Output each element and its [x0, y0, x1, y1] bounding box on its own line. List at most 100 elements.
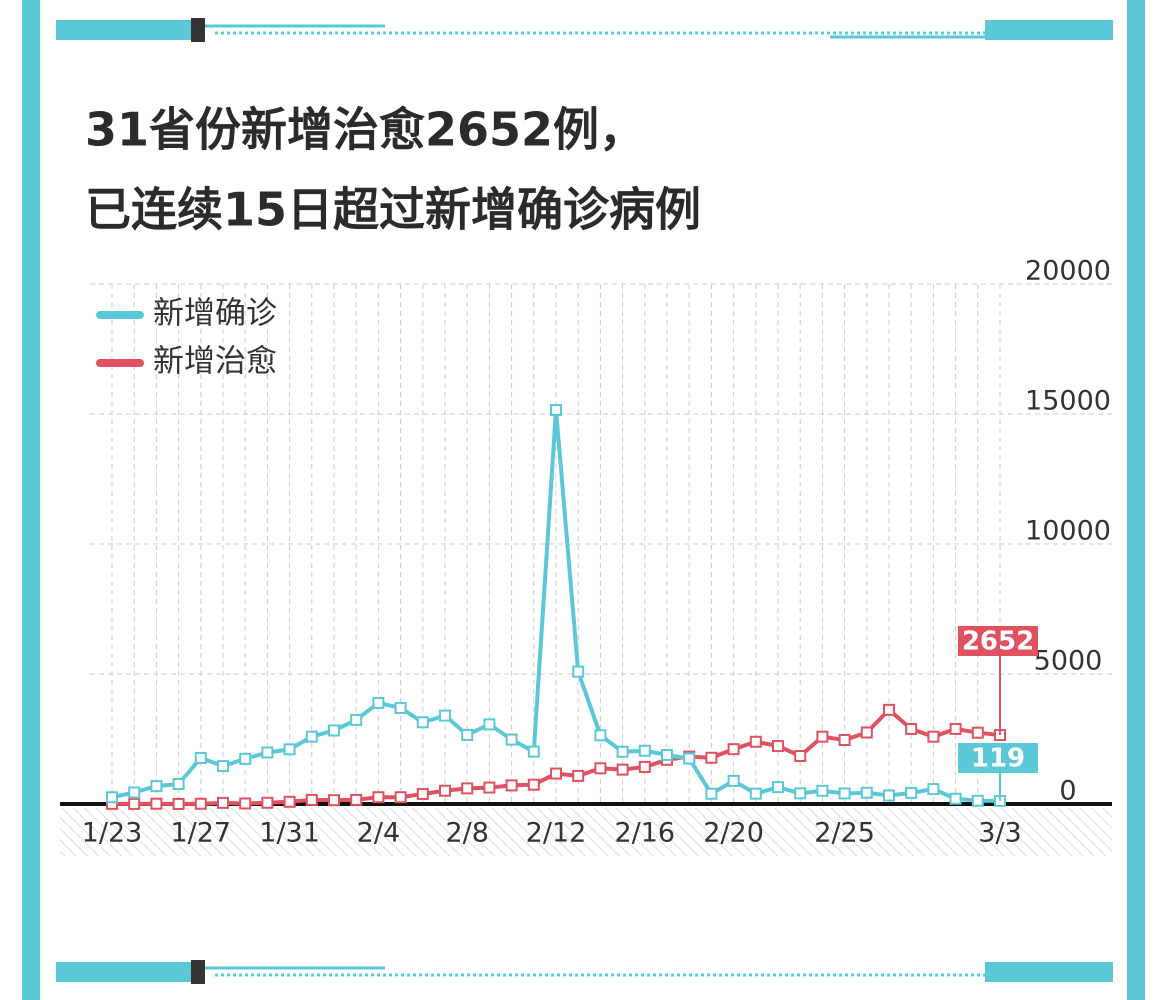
point [838, 734, 851, 747]
point [505, 733, 518, 746]
point [638, 744, 651, 757]
point [772, 740, 784, 753]
point [461, 728, 474, 741]
point [749, 735, 762, 748]
point [949, 792, 962, 805]
point [283, 743, 296, 756]
y-tick-label: 10000 [1025, 516, 1111, 547]
point [949, 722, 962, 735]
point [505, 779, 518, 792]
point [416, 716, 429, 729]
point [439, 709, 451, 722]
y-tick-label: 0 [1059, 776, 1076, 807]
point [328, 794, 340, 807]
point [772, 781, 784, 794]
point [594, 729, 607, 742]
point [416, 787, 429, 800]
point [483, 781, 496, 794]
point [661, 748, 673, 761]
point [194, 797, 207, 810]
point [439, 784, 451, 797]
x-tick-label: 2/4 [357, 818, 400, 849]
point [683, 752, 696, 765]
point [372, 696, 385, 709]
x-tick-label: 2/8 [445, 818, 488, 849]
point [194, 751, 207, 764]
point [394, 701, 407, 714]
point [816, 784, 829, 797]
point [927, 730, 940, 743]
point [350, 793, 363, 806]
point [727, 774, 740, 787]
value-label: 2652 [962, 627, 1034, 657]
x-tick-label: 2/16 [614, 818, 675, 849]
y-tick-label: 15000 [1025, 386, 1111, 417]
point [860, 786, 873, 799]
point [394, 791, 407, 804]
point [150, 780, 163, 793]
point [816, 730, 829, 743]
y-tick-label: 20000 [1025, 256, 1111, 287]
point [217, 796, 229, 809]
point [705, 787, 718, 800]
chart-title: 已连续15日超过新增确诊病例 [85, 183, 701, 237]
value-label-box [958, 626, 1038, 656]
point [350, 713, 363, 726]
legend-label: 新增确诊 [153, 296, 277, 332]
point [905, 786, 918, 799]
point [283, 795, 296, 808]
chart-title: 31省份新增治愈2652例， [85, 103, 645, 157]
point [638, 760, 651, 773]
point [217, 760, 229, 773]
point [372, 791, 385, 804]
point [705, 751, 718, 764]
point [261, 796, 274, 809]
point [128, 786, 141, 799]
point [749, 787, 762, 800]
x-tick-label: 1/23 [82, 818, 143, 849]
point [128, 797, 141, 810]
point [172, 778, 185, 791]
point [727, 743, 740, 756]
point [971, 794, 984, 807]
point [883, 703, 895, 716]
point [971, 726, 984, 739]
point [860, 726, 873, 739]
point [150, 797, 163, 810]
x-tick-label: 2/25 [814, 818, 875, 849]
point [838, 787, 851, 800]
point [328, 724, 340, 737]
point [883, 789, 895, 802]
legend-label: 新增治愈 [153, 344, 277, 380]
x-tick-label: 2/12 [526, 818, 587, 849]
point [594, 762, 607, 775]
y-tick-label: 5000 [1034, 646, 1103, 677]
x-tick-label: 2/20 [703, 818, 764, 849]
point [550, 767, 562, 780]
value-label-box [958, 743, 1038, 773]
x-tick-label: 1/27 [170, 818, 231, 849]
point [305, 793, 318, 806]
point [172, 797, 185, 810]
point [239, 797, 252, 810]
point [305, 730, 318, 743]
x-tick-label: 3/3 [978, 818, 1021, 849]
point [527, 778, 540, 791]
point [572, 665, 585, 678]
point [616, 745, 629, 758]
value-label: 119 [971, 744, 1025, 774]
point [616, 763, 629, 776]
point [461, 782, 474, 795]
point [905, 722, 918, 735]
point [927, 783, 940, 796]
point [483, 718, 496, 731]
point [794, 787, 807, 800]
point [106, 791, 118, 804]
x-tick-label: 1/31 [259, 818, 320, 849]
point [527, 745, 540, 758]
frame [22, 0, 1145, 1000]
point [794, 750, 807, 763]
point [239, 752, 252, 765]
point [550, 404, 562, 417]
